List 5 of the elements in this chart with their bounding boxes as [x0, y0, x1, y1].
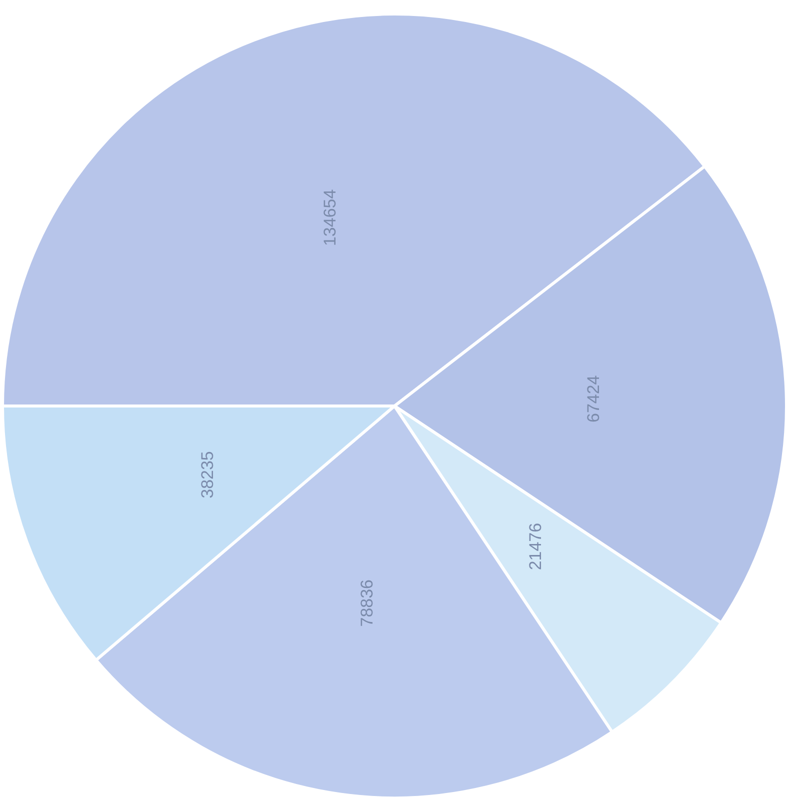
data-label: 67424: [584, 375, 603, 423]
data-label: 21476: [526, 522, 545, 570]
data-label: 134654: [320, 189, 340, 246]
data-label: 38235: [198, 451, 218, 498]
data-label: 78836: [358, 579, 377, 627]
